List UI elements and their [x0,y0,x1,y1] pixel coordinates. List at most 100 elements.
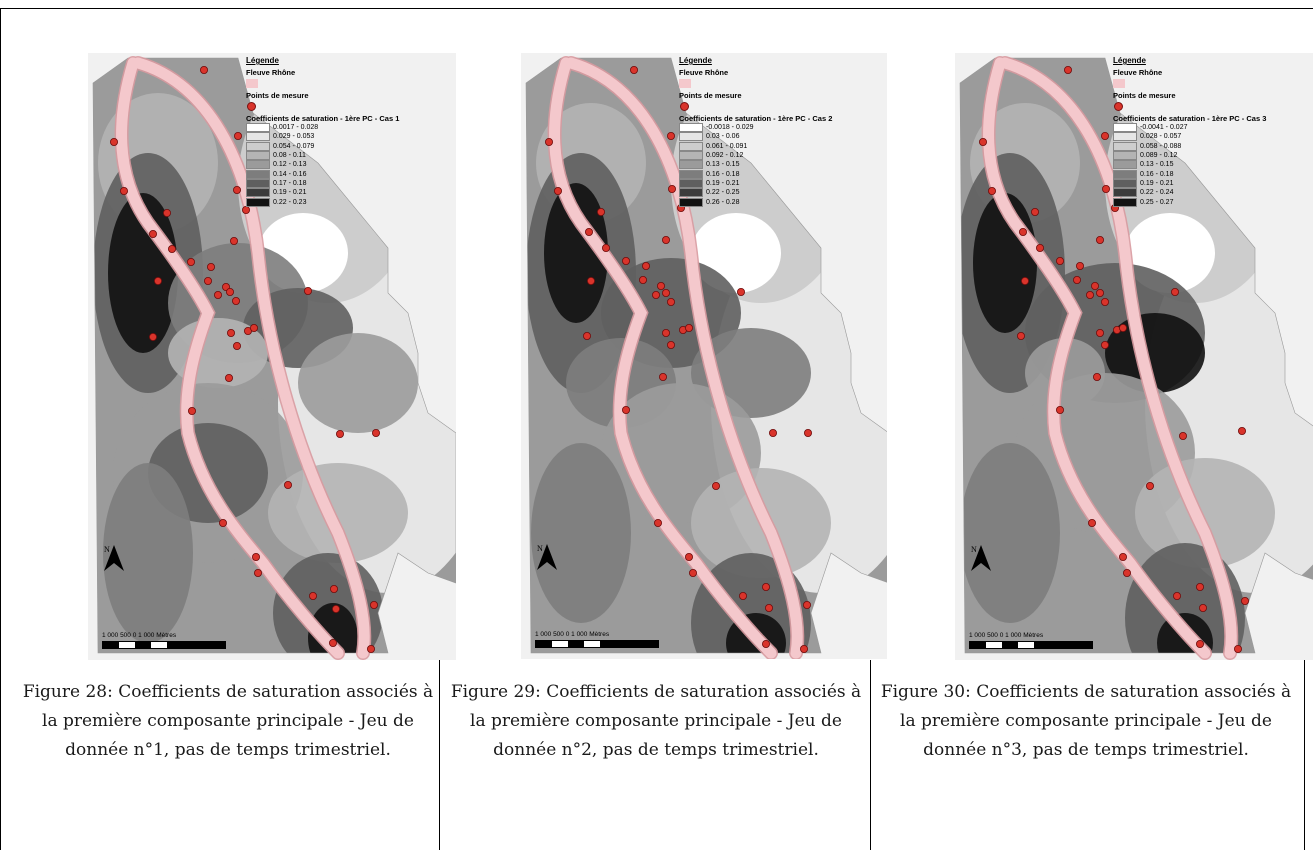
class-label: 0.26 - 0.28 [706,198,740,206]
legend-class-row: 0.22 - 0.23 [246,197,399,207]
measurement-point [1085,290,1094,299]
class-swatch [246,151,270,161]
caption-figure-29: Figure 29: Coefficients de saturation as… [450,682,862,760]
legend-points-label: Points de mesure [246,91,309,100]
measurement-point [1172,592,1181,601]
map-canvas [92,56,456,660]
class-swatch [1113,169,1137,179]
legend-coef-title: Coefficients de saturation - 1ère PC - C… [679,114,833,123]
measurement-point [799,645,808,654]
measurement-point [1095,235,1104,244]
measurement-point [154,276,163,285]
measurement-point [214,290,223,299]
measurement-point [328,639,337,648]
measurement-point [241,205,250,214]
measurement-point [554,186,563,195]
measurement-point [802,601,811,610]
measurement-point [1031,207,1040,216]
measurement-point [1170,287,1179,296]
legend-class-row: 0.19 - 0.21 [246,188,399,198]
legend-river-label: Fleuve Rhône [1113,68,1163,77]
measurement-point [622,256,631,265]
measurement-point [761,640,770,649]
measurement-point [587,276,596,285]
legend-coef-title: Coefficients de saturation - 1ère PC - C… [246,114,400,123]
measurement-point [630,65,639,74]
class-label: 0.22 - 0.23 [273,198,307,206]
map-canvas [525,56,887,659]
measurement-point [168,244,177,253]
class-swatch [679,151,703,161]
measurement-point [661,288,670,297]
class-label: 0.22 - 0.25 [706,189,740,197]
class-label: 0.13 - 0.15 [1140,161,1174,169]
class-swatch [1113,197,1137,207]
measurement-point [218,518,227,527]
measurement-point [1145,481,1154,490]
measurement-point [666,340,675,349]
measurement-point [1237,426,1246,435]
class-swatch [246,169,270,179]
map-legend: Légende Fleuve Rhône Points de mesure Coeff… [246,56,399,207]
scale-label: 1 000 500 0 1 000 Mètres [969,632,1044,639]
legend-class-row: 0.054 - 0.079 [246,141,399,151]
map-figure-29: Légende Fleuve Rhône Points de mesure Coeff… [521,53,887,659]
measurement-point [1019,227,1028,236]
legend-title: Légende [679,56,712,65]
measurement-point [666,132,675,141]
class-swatch [1113,151,1137,161]
measurement-point [303,286,312,295]
class-label: 0.19 - 0.21 [1140,179,1174,187]
legend-class-row: 0.14 - 0.16 [246,169,399,179]
measurement-point [688,569,697,578]
class-swatch [1113,160,1137,170]
measurement-point [204,276,213,285]
legend-class-row: 0.17 - 0.18 [246,178,399,188]
class-swatch [246,188,270,198]
scale-bar: 1 000 500 0 1 000 Mètres [535,631,659,648]
measurement-point [1233,645,1242,654]
class-swatch [246,132,270,142]
measurement-point [149,332,158,341]
measurement-point [639,275,648,284]
measurement-point [120,186,129,195]
legend-class-row: 0.028 - 0.057 [1113,132,1266,142]
measurement-point [1100,297,1109,306]
measurement-point [232,341,241,350]
measurement-point [768,428,777,437]
measurement-point [232,185,241,194]
measurement-point [1064,65,1073,74]
class-label: 0.029 - 0.053 [273,133,315,141]
class-swatch [246,123,270,133]
class-swatch [679,123,703,133]
scale-bar: 1 000 500 0 1 000 Mètres [102,632,226,649]
point-swatch [1114,102,1123,111]
legend-class-row: 0.058 - 0.088 [1113,141,1266,151]
legend-class-row: 0.092 - 0.12 [679,151,832,161]
class-swatch [246,160,270,170]
north-label: N [537,544,543,553]
legend-class-row: 0.089 - 0.12 [1113,151,1266,161]
measurement-point [1100,340,1109,349]
measurement-point [661,235,670,244]
measurement-point [667,184,676,193]
measurement-point [251,552,260,561]
class-label: 0.13 - 0.15 [706,161,740,169]
legend-class-row: 0.0017 - 0.028 [246,123,399,133]
map-figure-30: Légende Fleuve Rhône Points de mesure Coeff… [955,53,1313,660]
class-label: 0.028 - 0.057 [1140,133,1182,141]
north-arrow-icon: N [104,545,124,571]
class-swatch [246,141,270,151]
legend-coef-title: Coefficients de saturation - 1ère PC - C… [1113,114,1267,123]
measurement-point [224,373,233,382]
measurement-point [109,138,118,147]
measurement-point [684,323,693,332]
legend-class-row: 0.03 - 0.06 [679,132,832,142]
legend-class-row: -0.0041 - 0.027 [1113,123,1266,133]
measurement-point [653,518,662,527]
measurement-point [736,287,745,296]
legend-class-row: 0.19 - 0.21 [679,178,832,188]
measurement-point [761,583,770,592]
point-swatch [680,102,689,111]
measurement-point [329,585,338,594]
